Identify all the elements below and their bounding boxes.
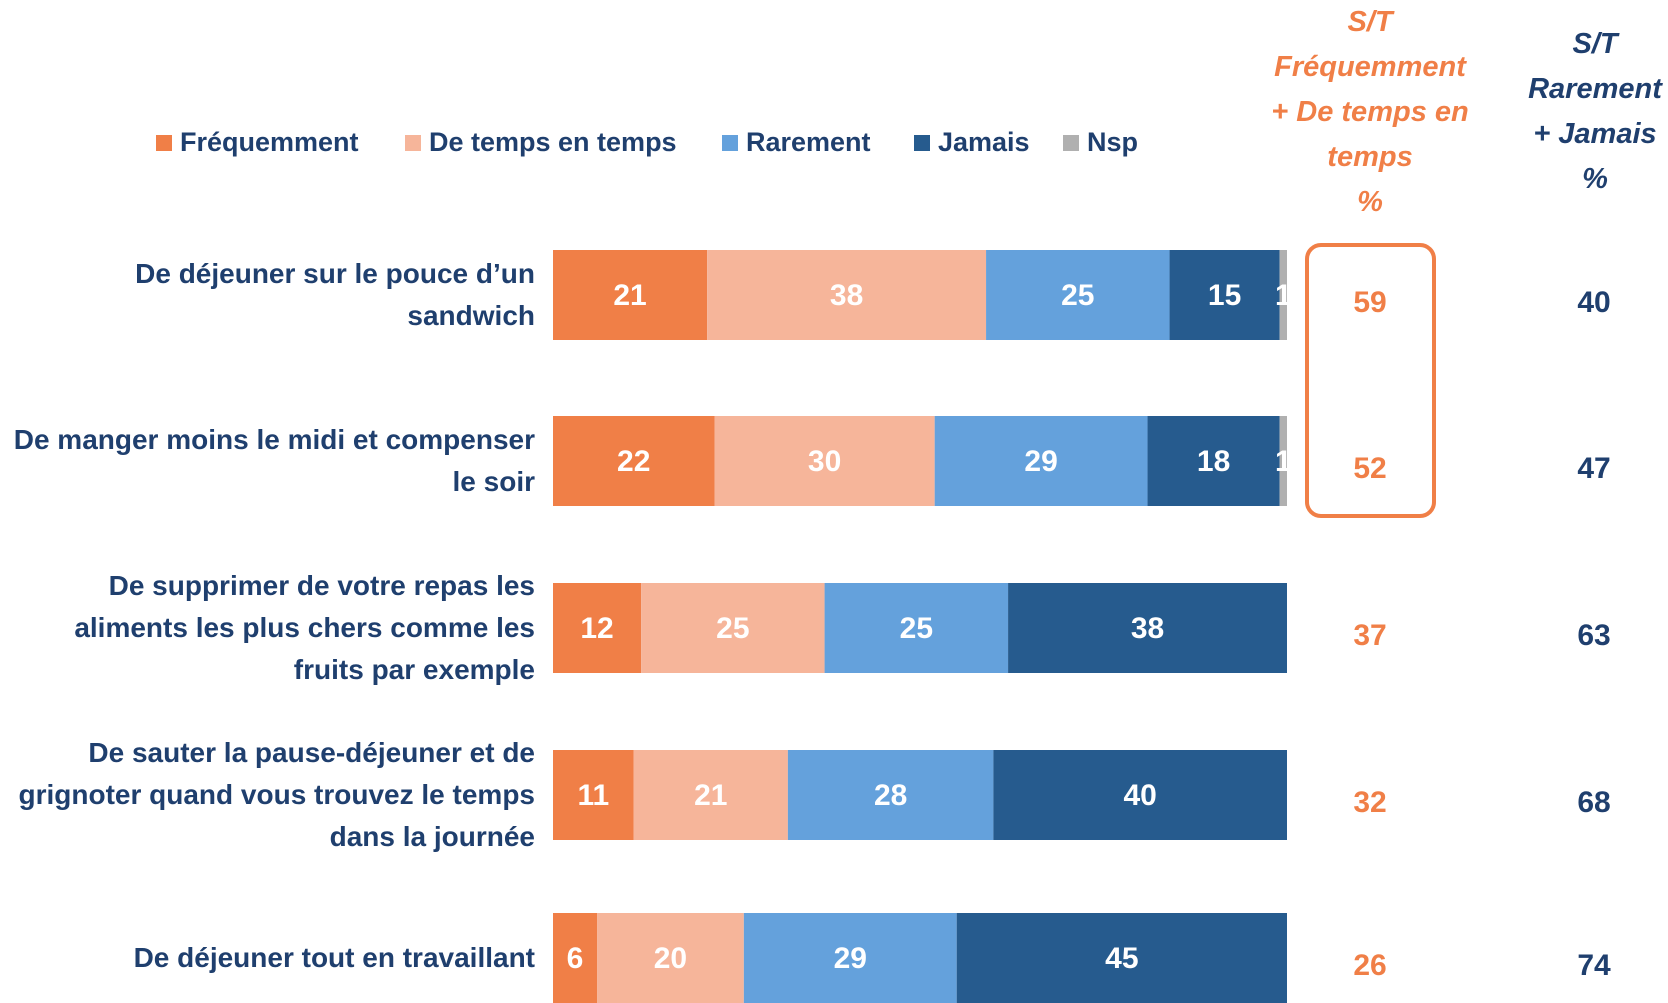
header-line: + De temps en	[1271, 96, 1469, 128]
legend-swatch	[722, 134, 738, 151]
legend-label: De temps en temps	[429, 127, 677, 157]
column-header: S/T Fréquemment + De temps en temps%	[1220, 0, 1520, 225]
bar-segment	[993, 750, 1287, 840]
data-label: 30	[808, 445, 841, 478]
data-label: 29	[1024, 445, 1057, 478]
legend-item: Rarement	[722, 127, 871, 158]
data-label: 25	[716, 612, 749, 645]
summary-value: 59	[1353, 286, 1387, 319]
bar-segment	[641, 583, 825, 673]
category-label: De manger moins le midi et compenser le …	[13, 424, 535, 497]
data-label: 1	[1275, 279, 1292, 312]
data-label: 29	[834, 942, 867, 975]
data-label: 22	[617, 445, 650, 478]
data-label: 18	[1197, 445, 1230, 478]
legend-swatch	[156, 134, 172, 151]
summary-value: 68	[1577, 786, 1611, 819]
category-label: De supprimer de votre repas les aliments…	[74, 570, 535, 685]
bar-segment	[553, 583, 642, 673]
bar-segment	[934, 416, 1148, 506]
bar-segment	[743, 913, 957, 1003]
legend-item: Fréquemment	[156, 127, 359, 158]
bar-segment	[956, 913, 1287, 1003]
bar-segment	[787, 750, 994, 840]
bar-segment	[1279, 416, 1287, 506]
category-label: De sauter la pause-déjeuner et de grigno…	[18, 737, 535, 852]
data-label: 38	[830, 279, 863, 312]
header-line: S/T	[1572, 28, 1618, 60]
summary-value: 74	[1577, 949, 1611, 982]
bar-segment	[714, 416, 935, 506]
summary-value: 37	[1353, 619, 1387, 652]
highlight-box	[1305, 243, 1436, 518]
bar-segment	[633, 750, 788, 840]
data-label: 28	[874, 779, 907, 812]
data-label: 38	[1131, 612, 1164, 645]
legend-item: Nsp	[1063, 127, 1138, 158]
header-line: temps	[1327, 141, 1413, 173]
summary-value: 40	[1577, 286, 1611, 319]
data-label: 15	[1208, 279, 1241, 312]
data-label: 1	[1275, 445, 1292, 478]
bar-segment	[707, 250, 987, 340]
legend-swatch	[405, 134, 421, 151]
data-label: 25	[900, 612, 933, 645]
data-label: 11	[578, 779, 610, 812]
legend-label: Nsp	[1087, 127, 1139, 157]
header-line: + Jamais	[1533, 118, 1657, 150]
legend-item: De temps en temps	[405, 127, 677, 158]
category-label: De déjeuner sur le pouce d’un sandwich	[135, 258, 535, 331]
data-label: 40	[1124, 779, 1157, 812]
summary-value: 26	[1353, 949, 1387, 982]
legend-label: Rarement	[746, 127, 871, 157]
data-label: 21	[613, 279, 646, 312]
data-label: 6	[567, 942, 584, 975]
bar-segment	[597, 913, 744, 1003]
summary-value: 32	[1353, 786, 1387, 819]
bar-segment	[553, 750, 634, 840]
header-line: %	[1582, 163, 1608, 195]
data-label: 21	[694, 779, 727, 812]
data-label: 20	[654, 942, 687, 975]
bar-segment	[553, 913, 598, 1003]
header-line: %	[1357, 186, 1383, 218]
bar-segment	[553, 416, 715, 506]
legend-swatch	[1063, 134, 1079, 151]
header-line: Rarement	[1528, 73, 1662, 105]
data-label: 12	[580, 612, 613, 645]
column-header: S/T Rarement + Jamais%	[1510, 22, 1668, 202]
summary-value: 63	[1577, 619, 1611, 652]
bar-segment	[824, 583, 1009, 673]
legend-label: Jamais	[938, 127, 1030, 157]
summary-value: 52	[1353, 452, 1387, 485]
header-line: S/T	[1347, 6, 1393, 38]
legend-swatch	[914, 134, 930, 151]
summary-value: 47	[1577, 452, 1611, 485]
legend-item: Jamais	[914, 127, 1030, 158]
bar-segment	[1147, 416, 1280, 506]
bar-segment	[1279, 250, 1287, 340]
bar-segment	[1008, 583, 1287, 673]
data-label: 25	[1061, 279, 1094, 312]
bar-segment	[1169, 250, 1280, 340]
category-label: De déjeuner tout en travaillant	[133, 942, 535, 973]
bar-segment	[553, 250, 708, 340]
header-line: Fréquemment	[1274, 51, 1466, 83]
bar-segment	[986, 250, 1170, 340]
legend-label: Fréquemment	[180, 127, 359, 157]
data-label: 45	[1105, 942, 1138, 975]
